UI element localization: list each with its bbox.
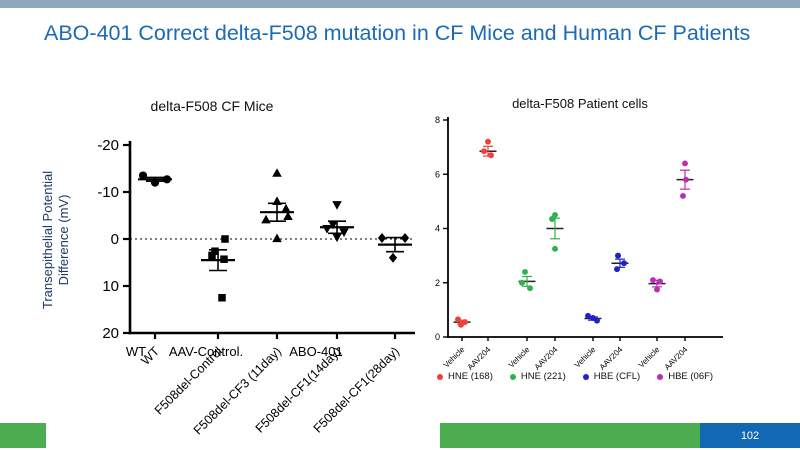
legend-item: HNE (221)	[509, 371, 566, 382]
legend-item: HNE (168)	[437, 371, 493, 382]
data-point	[221, 235, 229, 243]
page-number-box: 102	[700, 423, 800, 448]
data-point	[283, 211, 293, 221]
x-tick-label: Vehicle	[637, 345, 662, 370]
data-point	[138, 171, 148, 180]
data-point	[615, 252, 621, 259]
x-tick-label: Vehicle	[442, 345, 467, 370]
legend-item: HBE (CFL)	[582, 371, 641, 382]
slide-title: ABO-401 Correct delta-F508 mutation in C…	[44, 21, 751, 45]
data-point	[218, 294, 226, 302]
legend-label: HBE (06F)	[668, 371, 714, 382]
chart-title: delta-F508 Patient cells	[512, 96, 648, 111]
data-point	[519, 279, 525, 286]
y-tick-label: 6	[435, 169, 440, 179]
data-point	[455, 316, 461, 323]
top-accent-bar	[0, 0, 800, 8]
data-point	[527, 285, 533, 292]
x-tick-label: AAV204	[466, 345, 493, 372]
y-tick-label: 0	[111, 231, 119, 248]
data-point	[488, 152, 494, 159]
data-point	[339, 228, 349, 237]
data-point	[614, 266, 620, 273]
data-point	[594, 317, 600, 324]
data-point	[388, 252, 398, 263]
y-tick-label: 8	[435, 115, 440, 125]
data-point	[377, 233, 387, 244]
footer-accent-right	[440, 423, 700, 448]
mice-chart: delta-F508 CF Mice Transepithelial Potent…	[30, 95, 430, 437]
page-number: 102	[740, 429, 760, 442]
y-tick-label: 0	[435, 332, 440, 342]
data-point	[522, 268, 528, 275]
data-point	[585, 312, 591, 319]
data-point	[332, 201, 342, 210]
x-tick-label: AAV204	[663, 345, 690, 372]
data-point	[332, 233, 342, 243]
patient-chart: delta-F508 Patient cells 0 2 4 6 8 Vehicle AAV2…	[435, 95, 735, 375]
legend-dot-icon	[657, 373, 664, 380]
x-tick-label: Vehicle	[507, 345, 532, 370]
data-point	[272, 168, 282, 177]
data-point	[458, 321, 464, 328]
data-point	[281, 203, 291, 213]
data-point	[682, 160, 688, 167]
mice-chart-svg: delta-F508 CF Mice Transepithelial Potent…	[40, 98, 415, 437]
data-point	[272, 233, 282, 243]
x-tick-label: Vehicle	[573, 345, 598, 370]
data-point	[683, 176, 689, 183]
data-point	[552, 211, 558, 218]
y-tick-label: 10	[102, 278, 119, 295]
data-point	[328, 220, 338, 230]
y-tick-label: 20	[102, 325, 119, 342]
legend-dot-icon	[437, 373, 443, 380]
y-tick-label: 2	[435, 278, 440, 288]
data-point	[208, 251, 216, 260]
data-point	[549, 216, 555, 222]
data-point	[162, 175, 172, 184]
x-tick-label: AAV204	[598, 345, 625, 372]
data-point	[485, 138, 491, 145]
y-axis-label: Difference (mV)	[56, 195, 71, 286]
data-point	[680, 192, 686, 199]
data-point	[261, 214, 271, 224]
y-tick-label: -10	[97, 184, 119, 201]
data-point	[657, 278, 663, 285]
legend-label: HNE (221)	[520, 371, 566, 382]
legend-label: HBE (CFL)	[593, 371, 641, 382]
y-tick-label: 4	[435, 224, 440, 234]
chart-title: delta-F508 CF Mice	[151, 98, 274, 114]
data-point	[150, 178, 160, 187]
data-point	[621, 260, 627, 267]
group-overlay-label: WT	[126, 344, 146, 359]
legend-dot-icon	[582, 373, 589, 380]
data-point	[481, 148, 487, 155]
legend-dot-icon	[509, 373, 516, 380]
data-point	[552, 245, 558, 252]
footer-accent-left	[0, 423, 46, 448]
group-overlay-label: ABO-401	[289, 344, 342, 359]
legend-label: HNE (168)	[448, 371, 493, 382]
group-overlay-label: AAV-Control.	[169, 344, 243, 359]
legend-item: HBE (06F)	[657, 371, 713, 382]
data-point	[650, 277, 656, 283]
data-point	[211, 247, 219, 255]
x-tick-label: AAV204	[533, 345, 560, 372]
data-point	[654, 286, 660, 293]
y-axis-label: Transepithelial Potential	[40, 171, 55, 309]
data-point	[272, 196, 282, 205]
data-point	[220, 255, 228, 263]
y-tick-label: -20	[97, 137, 119, 154]
patient-chart-legend: HNE (168) HNE (221) HBE (CFL) HBE (06F)	[437, 371, 713, 382]
data-point	[322, 225, 332, 234]
data-point	[400, 233, 410, 244]
